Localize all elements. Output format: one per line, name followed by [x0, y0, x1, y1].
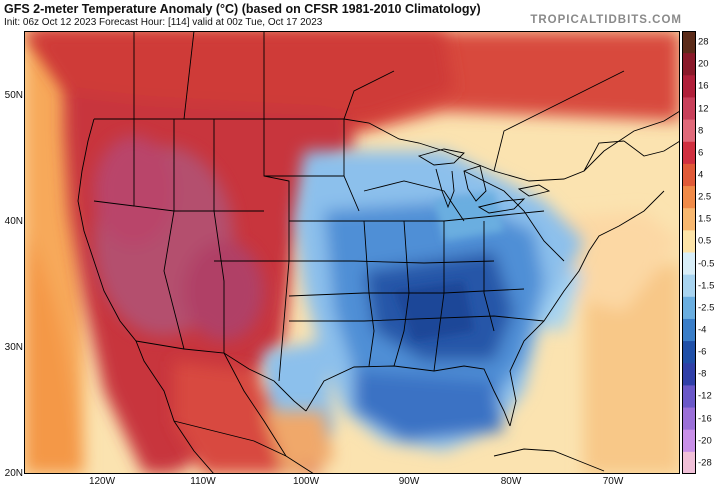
anomaly-map-svg	[24, 31, 680, 474]
colorbar-label: 2.5	[698, 191, 712, 203]
header-bar: GFS 2-meter Temperature Anomaly (°C) (ba…	[0, 0, 720, 30]
colorbar-swatch	[682, 163, 696, 187]
colorbar-swatch	[682, 230, 696, 253]
lon-label-80w: 80W	[500, 476, 522, 487]
colorbar-label: -8	[698, 368, 707, 380]
colorbar-swatch	[682, 97, 696, 121]
lon-label-70w: 70W	[602, 476, 624, 487]
colorbar-label: 20	[698, 58, 709, 70]
lat-label-30n: 30N	[4, 342, 23, 353]
colorbar-swatch	[682, 31, 696, 54]
lat-label-40n: 40N	[4, 216, 23, 227]
lon-label-100w: 100W	[292, 476, 320, 487]
colorbar-label: -16	[698, 413, 712, 425]
colorbar-swatch	[682, 341, 696, 364]
colorbar-label: 1.5	[698, 213, 712, 225]
anomaly-map	[24, 31, 680, 474]
colorbar-label: -20	[698, 435, 712, 447]
colorbar-swatch	[682, 53, 696, 76]
colorbar-swatch	[682, 363, 696, 386]
colorbar-label: 16	[698, 80, 709, 92]
colorbar-label: 28	[698, 36, 709, 48]
lon-label-110w: 110W	[190, 476, 216, 487]
colorbar-swatch	[682, 75, 696, 98]
colorbar-swatch	[682, 141, 696, 165]
colorbar-swatch	[682, 274, 696, 298]
colorbar-label: -0.5	[698, 258, 715, 270]
borders	[77, 31, 680, 474]
colorbar-swatch	[682, 385, 696, 409]
lon-label-120w: 120W	[88, 476, 116, 487]
colorbar-label: -1.5	[698, 280, 715, 292]
colorbar-swatch	[682, 186, 696, 209]
colorbar-label: -12	[698, 390, 712, 402]
colorbar	[682, 31, 696, 474]
lat-label-50n: 50N	[4, 90, 23, 101]
colorbar-label: -28	[698, 457, 712, 469]
colorbar-swatch	[682, 429, 696, 453]
colorbar-label: -6	[698, 346, 707, 358]
lon-label-90w: 90W	[398, 476, 420, 487]
colorbar-swatch	[682, 451, 696, 474]
lat-label-20n: 20N	[4, 468, 23, 479]
colorbar-swatch	[682, 208, 696, 231]
colorbar-label: 4	[698, 169, 704, 181]
colorbar-swatch	[682, 119, 696, 143]
map-title: GFS 2-meter Temperature Anomaly (°C) (ba…	[4, 2, 481, 16]
map-frame	[24, 31, 680, 474]
colorbar-swatch	[682, 296, 696, 320]
colorbar-label: 12	[698, 103, 709, 115]
colorbar-label: -2.5	[698, 302, 715, 314]
map-subtitle: Init: 06z Oct 12 2023 Forecast Hour: [11…	[4, 17, 323, 28]
colorbar-label: -4	[698, 324, 707, 336]
colorbar-label: 6	[698, 147, 704, 159]
colorbar-frame	[682, 31, 696, 474]
brand-watermark: TROPICALTIDBITS.COM	[530, 14, 682, 26]
colorbar-label: 0.5	[698, 235, 712, 247]
colorbar-swatch	[682, 252, 696, 276]
colorbar-label: 8	[698, 125, 704, 137]
colorbar-swatch	[682, 407, 696, 431]
colorbar-swatch	[682, 318, 696, 342]
